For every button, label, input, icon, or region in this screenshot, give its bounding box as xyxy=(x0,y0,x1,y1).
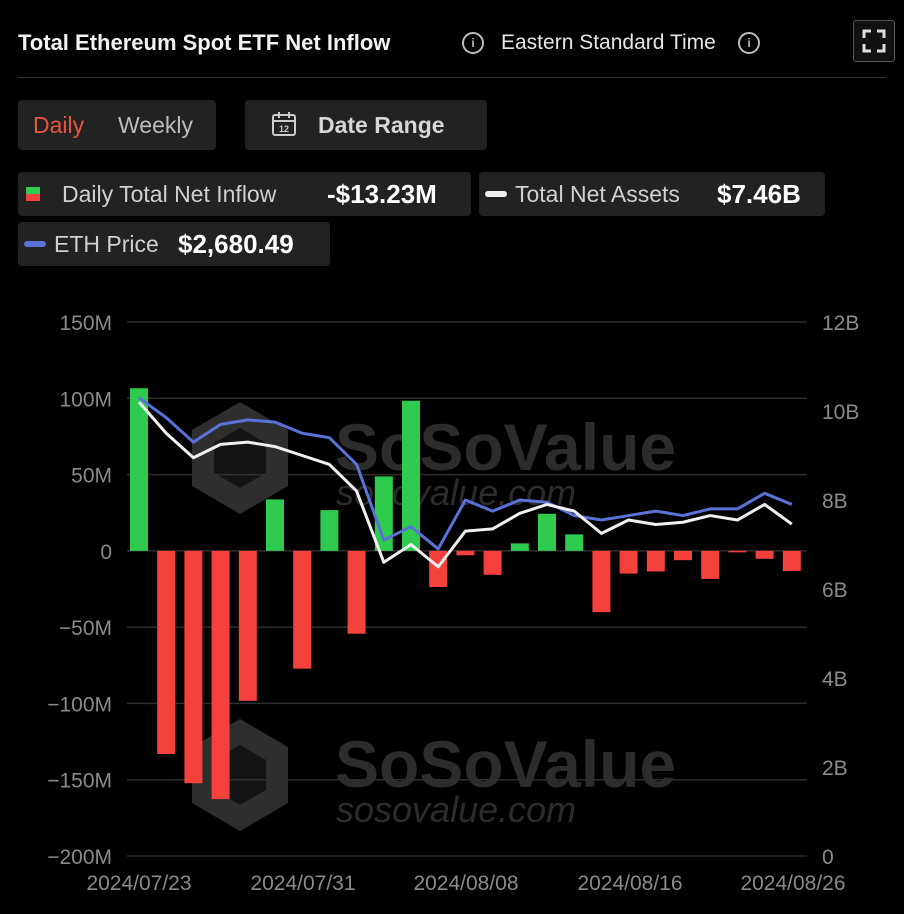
timezone-info-icon[interactable]: i xyxy=(738,32,760,54)
inflow-bar xyxy=(565,534,584,551)
y-right-tick-label: 2B xyxy=(822,757,848,780)
date-range-button[interactable]: 12 Date Range xyxy=(245,100,487,150)
inflow-bar xyxy=(456,550,475,556)
y-left-tick-label: −200M xyxy=(47,846,112,869)
y-right-tick-label: 10B xyxy=(822,401,859,424)
y-left-tick-label: 50M xyxy=(71,465,112,488)
inflow-bar xyxy=(619,550,638,574)
legend-inflow[interactable]: Daily Total Net Inflow -$13.23M xyxy=(18,172,471,216)
inflow-bar xyxy=(130,388,148,551)
x-tick-label: 2024/08/08 xyxy=(413,872,518,895)
legend-inflow-value: -$13.23M xyxy=(327,179,437,209)
inflow-bar xyxy=(211,550,230,800)
inflow-bar xyxy=(157,550,176,755)
x-axis: 2024/07/23 2024/07/31 2024/08/08 2024/08/16… xyxy=(86,872,845,895)
y-right-tick-label: 6B xyxy=(822,579,848,602)
legend-assets-label: Total Net Assets xyxy=(515,181,680,207)
inflow-bar xyxy=(293,550,312,669)
y-left-tick-label: −50M xyxy=(59,617,112,640)
inflow-bar xyxy=(266,499,284,551)
y-right-tick-label: 0 xyxy=(822,846,834,869)
x-tick-label: 2024/08/26 xyxy=(740,872,845,895)
inflow-bar xyxy=(374,476,393,551)
calendar-day: 12 xyxy=(279,124,289,134)
period-toggle: Daily Weekly xyxy=(18,100,216,150)
y-left-tick-label: 0 xyxy=(100,541,112,564)
inflow-bar xyxy=(755,550,774,559)
watermark-url: sosovalue.com xyxy=(336,789,576,830)
inflow-swatch-icon xyxy=(26,187,40,201)
inflow-bar xyxy=(347,550,366,634)
y-right-tick-label: 8B xyxy=(822,490,848,513)
inflow-bars xyxy=(130,388,801,800)
y-left-tick-label: −100M xyxy=(47,693,112,716)
inflow-bar xyxy=(238,550,257,701)
inflow-bar xyxy=(782,550,801,572)
inflow-bar xyxy=(646,550,665,572)
tab-weekly[interactable]: Weekly xyxy=(118,112,193,138)
legend-price-value: $2,680.49 xyxy=(178,229,294,259)
assets-swatch-icon xyxy=(485,191,507,197)
legend-assets[interactable]: Total Net Assets $7.46B xyxy=(479,172,825,216)
watermark: SoSoValuesosovalue.comSoSoValuesosovalue… xyxy=(192,402,676,831)
y-right-tick-label: 12B xyxy=(822,312,859,335)
inflow-bar xyxy=(538,513,556,551)
legend-price[interactable]: ETH Price $2,680.49 xyxy=(18,222,330,266)
fullscreen-icon xyxy=(862,29,886,53)
series-lines xyxy=(137,396,793,569)
calendar-icon: 12 xyxy=(272,112,296,136)
legend-price-label: ETH Price xyxy=(54,231,159,257)
x-tick-label: 2024/07/31 xyxy=(250,872,355,895)
y-left-tick-label: −150M xyxy=(47,770,112,793)
inflow-bar xyxy=(320,510,339,551)
inflow-bar xyxy=(510,543,529,551)
y-axis-right: 12B 10B 8B 6B 4B 2B 0 xyxy=(822,312,859,869)
y-left-tick-label: 100M xyxy=(59,388,112,411)
x-tick-label: 2024/07/23 xyxy=(86,872,191,895)
watermark-brand: SoSoValue xyxy=(335,410,676,484)
inflow-bar xyxy=(592,550,611,613)
inflow-bar xyxy=(184,550,203,784)
chart-header: Total Ethereum Spot ETF Net Inflow i Eas… xyxy=(18,20,904,64)
y-left-tick-label: 150M xyxy=(59,312,112,335)
inflow-bar xyxy=(728,550,747,553)
inflow-bar xyxy=(402,400,420,551)
title-info-icon[interactable]: i xyxy=(462,32,484,54)
eth-price-line xyxy=(138,396,793,551)
date-range-label: Date Range xyxy=(318,112,445,138)
price-swatch-icon xyxy=(24,241,46,247)
tab-daily[interactable]: Daily xyxy=(33,112,85,138)
chart-title: Total Ethereum Spot ETF Net Inflow xyxy=(18,30,391,55)
legend-assets-value: $7.46B xyxy=(717,179,801,209)
watermark-brand: SoSoValue xyxy=(335,727,676,801)
header-divider xyxy=(18,77,886,78)
net-assets-line xyxy=(137,401,793,569)
x-tick-label: 2024/08/16 xyxy=(577,872,682,895)
inflow-bar xyxy=(674,550,692,561)
y-axis-left: 150M 100M 50M 0 −50M −100M −150M −200M xyxy=(47,312,112,869)
legend-inflow-label: Daily Total Net Inflow xyxy=(62,181,277,207)
inflow-bar xyxy=(483,550,502,575)
timezone-label: Eastern Standard Time xyxy=(501,31,716,54)
y-right-tick-label: 4B xyxy=(822,668,848,691)
inflow-bar xyxy=(701,550,720,579)
fullscreen-button[interactable] xyxy=(853,20,895,62)
